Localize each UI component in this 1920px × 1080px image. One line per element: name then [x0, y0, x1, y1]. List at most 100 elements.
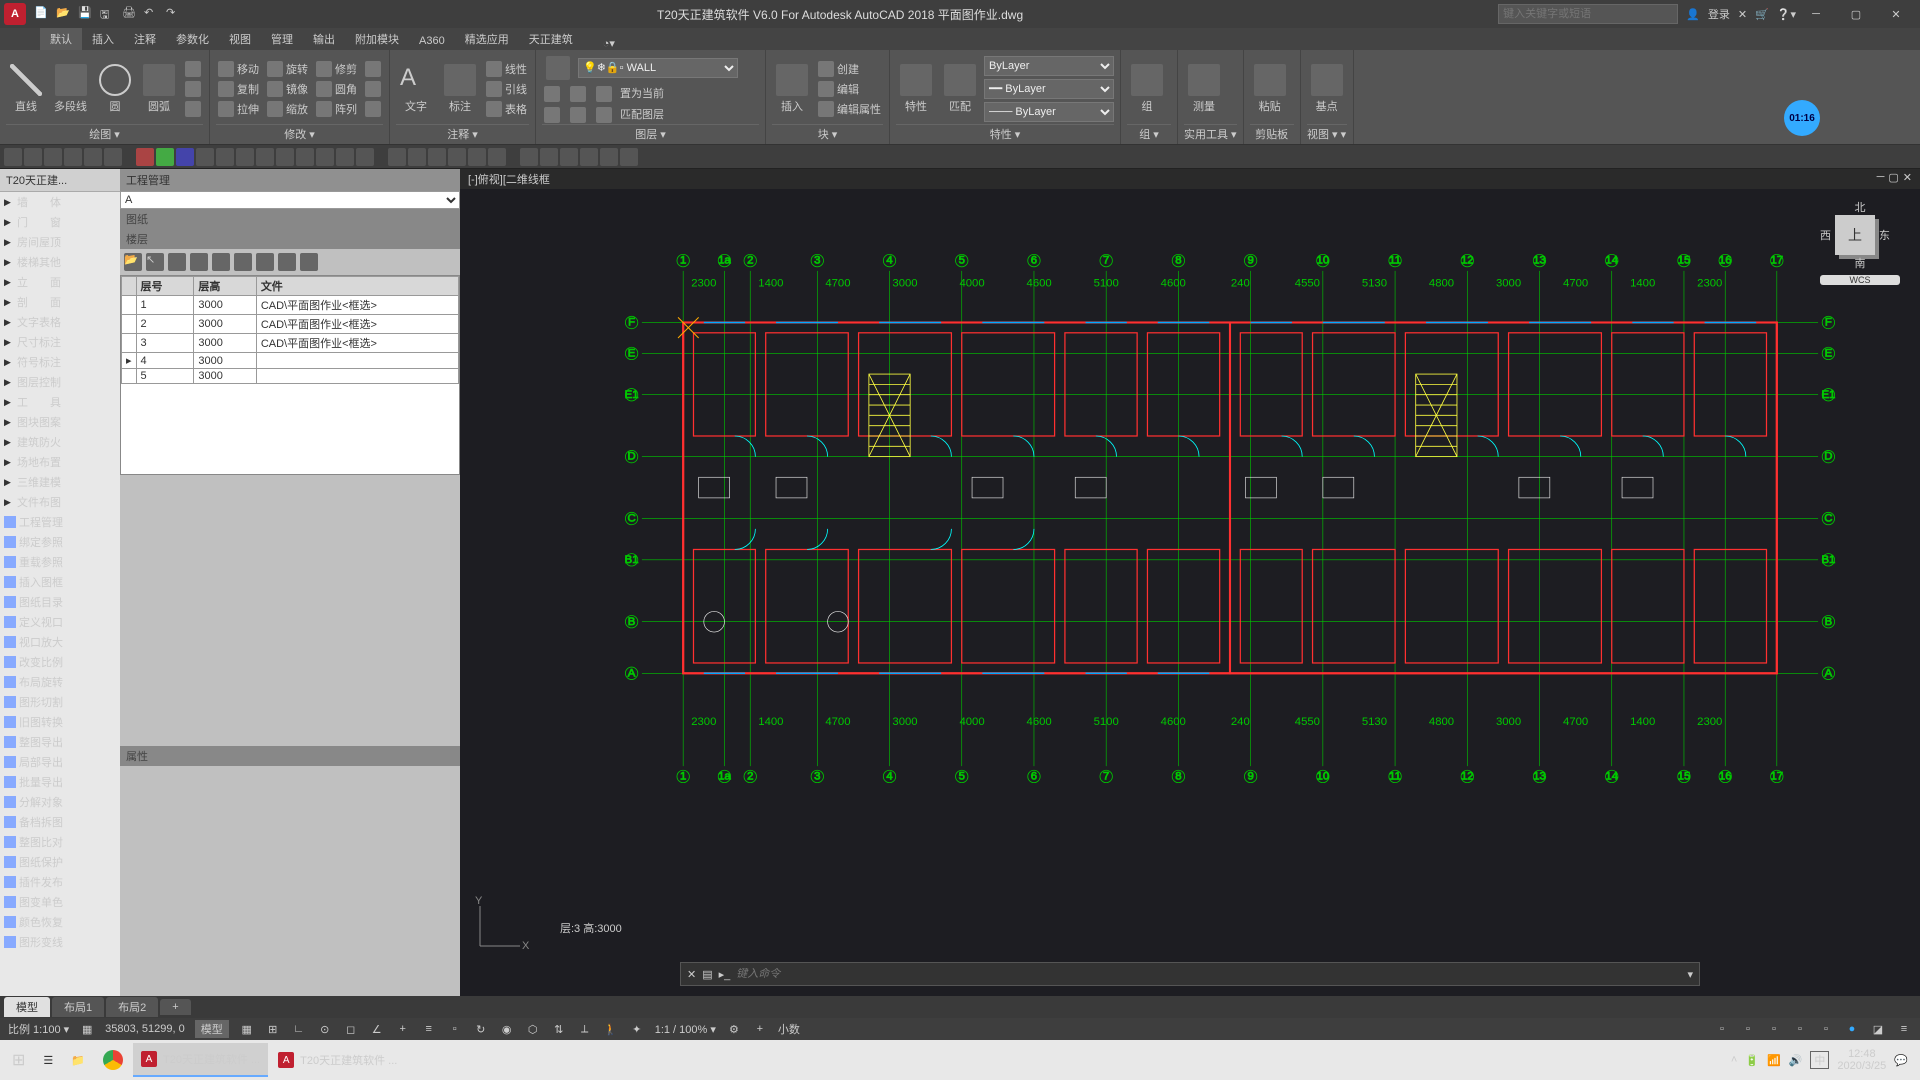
insert-block-button[interactable]: 插入: [772, 62, 812, 116]
qb-18[interactable]: [356, 148, 374, 166]
qb-28[interactable]: [580, 148, 598, 166]
qb-3[interactable]: [44, 148, 62, 166]
table-row[interactable]: 53000: [122, 369, 459, 384]
section-props[interactable]: 属性: [120, 746, 460, 766]
tray-notif-icon[interactable]: 💬: [1894, 1054, 1908, 1067]
left-item[interactable]: 批量导出: [0, 772, 120, 792]
tab-tangent[interactable]: 天正建筑: [519, 28, 583, 50]
qb-5[interactable]: [84, 148, 102, 166]
qb-19[interactable]: [388, 148, 406, 166]
layer-btn-4[interactable]: [542, 106, 562, 124]
tray-date[interactable]: 2020/3/25: [1837, 1060, 1886, 1072]
ft-cursor-icon[interactable]: ↖: [146, 253, 164, 271]
text-button[interactable]: A文字: [396, 62, 436, 116]
section-drawings[interactable]: 图纸: [120, 209, 460, 229]
sb-r2[interactable]: ▫: [1740, 1021, 1756, 1037]
table-button[interactable]: 表格: [484, 100, 529, 118]
move-button[interactable]: 移动: [216, 60, 261, 78]
viewcube-w[interactable]: 西: [1820, 227, 1831, 243]
qb-26[interactable]: [540, 148, 558, 166]
status-style[interactable]: 小数: [778, 1021, 800, 1037]
fillet-button[interactable]: 圆角: [314, 80, 359, 98]
table-row[interactable]: 33000CAD\平面图作业<框选>: [122, 334, 459, 353]
explorer-button[interactable]: 📁: [63, 1043, 93, 1077]
qb-29[interactable]: [600, 148, 618, 166]
arc-button[interactable]: 圆弧: [139, 62, 179, 116]
layout-tab-model[interactable]: 模型: [4, 997, 50, 1017]
left-item[interactable]: 图变单色: [0, 892, 120, 912]
drawing-canvas[interactable]: [-]俯视][二维线框 ─▢✕: [460, 169, 1920, 996]
sb-osnap-icon[interactable]: ◻: [343, 1021, 359, 1037]
table-row[interactable]: 23000CAD\平面图作业<框选>: [122, 315, 459, 334]
qb-25[interactable]: [520, 148, 538, 166]
left-item[interactable]: ▶场地布置: [0, 452, 120, 472]
status-zoom[interactable]: 1:1 / 100% ▾: [655, 1023, 716, 1036]
sb-ortho-icon[interactable]: ∟: [291, 1021, 307, 1037]
layer-current-button[interactable]: 置为当前: [620, 85, 664, 103]
qat-new-icon[interactable]: 📄: [34, 6, 50, 22]
sb-cycle-icon[interactable]: ↻: [473, 1021, 489, 1037]
sb-cloud-icon[interactable]: ●: [1844, 1021, 1860, 1037]
layer-match-button[interactable]: 匹配图层: [620, 106, 664, 124]
qat-saveas-icon[interactable]: 🖫: [100, 6, 116, 22]
layout-tab-2[interactable]: 布局2: [106, 997, 158, 1017]
viewcube-wcs[interactable]: WCS: [1820, 275, 1900, 285]
sb-polar-icon[interactable]: ⊙: [317, 1021, 333, 1037]
linear-button[interactable]: 线性: [484, 60, 529, 78]
sb-ann-icon[interactable]: ⬡: [525, 1021, 541, 1037]
viewcube-top[interactable]: 上: [1835, 215, 1875, 255]
qb-27[interactable]: [560, 148, 578, 166]
sb-dyn-icon[interactable]: +: [395, 1021, 411, 1037]
left-item[interactable]: ▶符号标注: [0, 352, 120, 372]
left-item[interactable]: 颜色恢复: [0, 912, 120, 932]
cmd-dropdown-icon[interactable]: ▾: [1687, 968, 1693, 981]
viewcube[interactable]: 北 西 上 东 南 WCS: [1820, 199, 1900, 299]
circle-button[interactable]: 圆: [95, 62, 135, 116]
ft-open-icon[interactable]: 📂: [124, 253, 142, 271]
qb-14[interactable]: [276, 148, 294, 166]
help-search-input[interactable]: [1498, 4, 1678, 24]
left-item[interactable]: ▶图块图案: [0, 412, 120, 432]
layer-btn-1[interactable]: [542, 85, 562, 103]
sb-lw-icon[interactable]: ≡: [421, 1021, 437, 1037]
color-combo[interactable]: ByLayer: [984, 56, 1114, 76]
sb-track-icon[interactable]: ∠: [369, 1021, 385, 1037]
sb-r5[interactable]: ▫: [1818, 1021, 1834, 1037]
layout-tab-1[interactable]: 布局1: [52, 997, 104, 1017]
tray-battery-icon[interactable]: 🔋: [1745, 1054, 1759, 1067]
rotate-button[interactable]: 旋转: [265, 60, 310, 78]
viewcube-e[interactable]: 东: [1879, 227, 1890, 243]
tray-time[interactable]: 12:48: [1837, 1048, 1886, 1060]
qb-10[interactable]: [196, 148, 214, 166]
tray-vol-icon[interactable]: 🔊: [1789, 1054, 1803, 1067]
linetype-combo[interactable]: ─── ByLayer: [984, 102, 1114, 122]
sb-r3[interactable]: ▫: [1766, 1021, 1782, 1037]
chrome-button[interactable]: [95, 1043, 131, 1077]
qb-7[interactable]: [136, 148, 154, 166]
left-item[interactable]: 布局旋转: [0, 672, 120, 692]
qb-8[interactable]: [156, 148, 174, 166]
command-line[interactable]: ✕ ▤ ▸_ ▾: [680, 962, 1700, 986]
scale-button[interactable]: 缩放: [265, 100, 310, 118]
paste-button[interactable]: 粘贴: [1250, 62, 1290, 116]
draw-small-3[interactable]: [183, 100, 203, 118]
status-scale[interactable]: 比例 1:100 ▾: [8, 1021, 69, 1037]
left-item[interactable]: 定义视口: [0, 612, 120, 632]
sb-grid-icon[interactable]: ▦: [239, 1021, 255, 1037]
leader-button[interactable]: 引线: [484, 80, 529, 98]
modify-extra-2[interactable]: [363, 80, 383, 98]
taskbar-app-2[interactable]: AT20天正建筑软件 ...: [270, 1043, 405, 1077]
sb-gear-icon[interactable]: ⚙: [726, 1021, 742, 1037]
qb-9[interactable]: [176, 148, 194, 166]
qb-6[interactable]: [104, 148, 122, 166]
qat-print-icon[interactable]: 🖨: [122, 6, 138, 22]
qat-save-icon[interactable]: 💾: [78, 6, 94, 22]
qat-redo-icon[interactable]: ↷: [166, 6, 182, 22]
array-button[interactable]: 阵列: [314, 100, 359, 118]
table-row[interactable]: 13000CAD\平面图作业<框选>: [122, 296, 459, 315]
tab-addins[interactable]: 附加模块: [345, 28, 409, 50]
layer-btn-6[interactable]: [594, 106, 614, 124]
basepoint-button[interactable]: 基点: [1307, 62, 1347, 116]
maximize-button[interactable]: ▢: [1836, 0, 1876, 28]
project-panel-title[interactable]: 工程管理: [120, 169, 460, 191]
